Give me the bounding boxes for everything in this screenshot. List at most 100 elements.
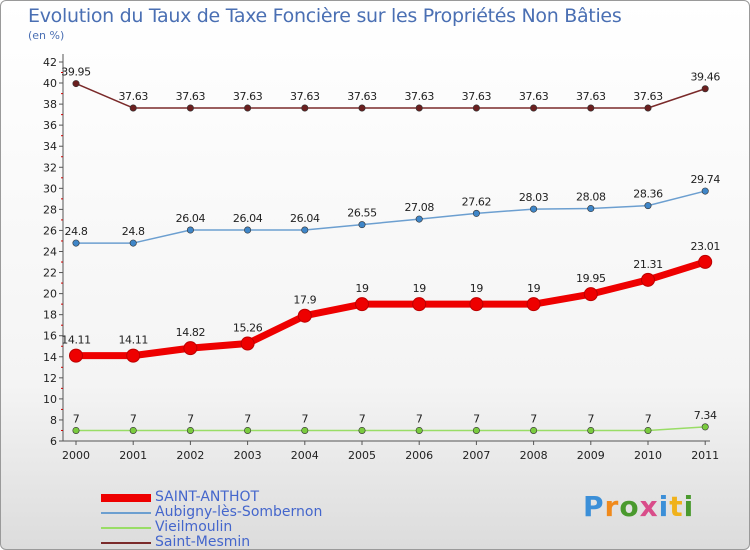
x-tick-label: 2004 — [291, 449, 319, 462]
data-point-vieilmoulin — [186, 426, 194, 434]
data-label-saint-mesmin: 37.63 — [290, 90, 320, 103]
data-point-aubigny-l-s-sombernon — [72, 239, 80, 247]
data-point-saint-mesmin — [301, 104, 309, 112]
y-tick-label: 22 — [43, 267, 57, 280]
data-label-aubigny-l-s-sombernon: 26.55 — [347, 207, 377, 220]
data-point-aubigny-l-s-sombernon — [129, 239, 137, 247]
data-label-vieilmoulin: 7 — [530, 412, 537, 425]
data-point-vieilmoulin — [587, 426, 595, 434]
data-label-vieilmoulin: 7 — [645, 412, 652, 425]
data-point-aubigny-l-s-sombernon — [358, 221, 366, 229]
data-label-vieilmoulin: 7 — [473, 412, 480, 425]
data-point-saint-anthot — [355, 297, 369, 312]
data-point-saint-anthot — [240, 336, 255, 351]
y-tick-label: 26 — [43, 224, 57, 237]
data-label-aubigny-l-s-sombernon: 24.8 — [65, 225, 88, 238]
data-point-saint-mesmin — [72, 80, 80, 88]
data-label-saint-mesmin: 37.63 — [519, 90, 549, 103]
data-label-vieilmoulin: 7 — [244, 412, 251, 425]
data-label-aubigny-l-s-sombernon: 28.36 — [633, 188, 663, 201]
data-label-saint-anthot: 15.26 — [233, 322, 263, 335]
y-tick-label: 30 — [43, 182, 57, 195]
data-label-saint-anthot: 14.11 — [61, 334, 91, 347]
y-tick-label: 18 — [43, 309, 57, 322]
data-label-saint-anthot: 19 — [470, 282, 484, 295]
data-label-saint-mesmin: 37.63 — [347, 90, 377, 103]
data-point-vieilmoulin — [358, 426, 366, 434]
logo-letter: t — [669, 490, 684, 523]
y-tick-label: 42 — [43, 56, 57, 69]
data-label-aubigny-l-s-sombernon: 27.62 — [462, 195, 492, 208]
logo-letter: o — [619, 490, 640, 523]
data-point-aubigny-l-s-sombernon — [415, 215, 423, 223]
data-label-saint-mesmin: 39.46 — [690, 71, 720, 84]
legend-label: SAINT-ANTHOT — [155, 489, 260, 505]
data-label-aubigny-l-s-sombernon: 26.04 — [233, 212, 263, 225]
y-tick-label: 40 — [43, 77, 57, 90]
data-point-aubigny-l-s-sombernon — [186, 226, 194, 234]
legend-swatch — [101, 494, 151, 502]
data-point-vieilmoulin — [244, 426, 252, 434]
data-point-vieilmoulin — [701, 423, 709, 431]
data-label-saint-anthot: 14.11 — [118, 334, 148, 347]
x-tick-label: 2007 — [462, 449, 490, 462]
data-point-aubigny-l-s-sombernon — [472, 209, 480, 217]
data-point-vieilmoulin — [415, 426, 423, 434]
logo-letter: i — [658, 490, 670, 523]
data-label-saint-anthot: 21.31 — [633, 258, 663, 271]
data-point-aubigny-l-s-sombernon — [244, 226, 252, 234]
series-line-aubigny-l-s-sombernon — [76, 190, 706, 244]
y-tick-label: 34 — [43, 140, 57, 153]
y-tick-label: 20 — [43, 288, 57, 301]
data-point-saint-anthot — [69, 348, 83, 363]
data-label-vieilmoulin: 7 — [416, 412, 423, 425]
data-point-saint-mesmin — [358, 104, 366, 112]
data-point-saint-anthot — [583, 287, 598, 302]
x-tick-label: 2006 — [405, 449, 433, 462]
data-point-vieilmoulin — [301, 426, 309, 434]
data-label-aubigny-l-s-sombernon: 28.03 — [519, 191, 549, 204]
x-tick-label: 2010 — [634, 449, 662, 462]
data-point-saint-mesmin — [415, 104, 423, 112]
data-point-vieilmoulin — [530, 426, 538, 434]
legend-swatch — [101, 542, 151, 544]
y-tick-label: 14 — [43, 351, 57, 364]
x-tick-label: 2011 — [691, 449, 719, 462]
data-label-vieilmoulin: 7 — [587, 412, 594, 425]
data-point-aubigny-l-s-sombernon — [530, 205, 538, 213]
data-label-vieilmoulin: 7 — [359, 412, 366, 425]
logo-letter: r — [604, 490, 620, 523]
data-point-saint-mesmin — [587, 104, 595, 112]
data-label-vieilmoulin: 7 — [301, 412, 308, 425]
data-point-saint-anthot — [297, 308, 312, 323]
data-label-aubigny-l-s-sombernon: 24.8 — [122, 225, 145, 238]
data-point-saint-anthot — [641, 272, 655, 287]
data-point-vieilmoulin — [644, 426, 652, 434]
data-label-aubigny-l-s-sombernon: 29.74 — [690, 173, 720, 186]
data-label-saint-anthot: 19 — [413, 282, 427, 295]
series-line-saint-anthot — [76, 258, 707, 360]
proxiti-logo: Proxiti — [583, 490, 694, 523]
y-tick-label: 12 — [43, 372, 57, 385]
series-line-saint-mesmin — [75, 82, 706, 109]
chart-title: Evolution du Taux de Taxe Foncière sur l… — [28, 5, 622, 27]
data-label-saint-anthot: 19.95 — [576, 272, 606, 285]
data-point-vieilmoulin — [472, 426, 480, 434]
logo-letter: x — [639, 490, 659, 523]
data-label-saint-anthot: 17.9 — [293, 294, 316, 307]
data-label-saint-mesmin: 37.63 — [633, 90, 663, 103]
data-label-saint-anthot: 19 — [527, 282, 541, 295]
data-point-saint-mesmin — [701, 85, 709, 93]
y-tick-label: 28 — [43, 203, 57, 216]
series-line-vieilmoulin — [76, 426, 706, 432]
x-tick-label: 2009 — [577, 449, 605, 462]
data-label-vieilmoulin: 7.34 — [694, 409, 717, 422]
data-label-saint-anthot: 14.82 — [176, 326, 206, 339]
data-point-aubigny-l-s-sombernon — [644, 202, 652, 210]
data-label-vieilmoulin: 7 — [187, 412, 194, 425]
data-point-vieilmoulin — [129, 426, 137, 434]
data-label-saint-mesmin: 37.63 — [576, 90, 606, 103]
data-label-aubigny-l-s-sombernon: 27.08 — [404, 201, 434, 214]
data-label-saint-anthot: 19 — [355, 282, 369, 295]
